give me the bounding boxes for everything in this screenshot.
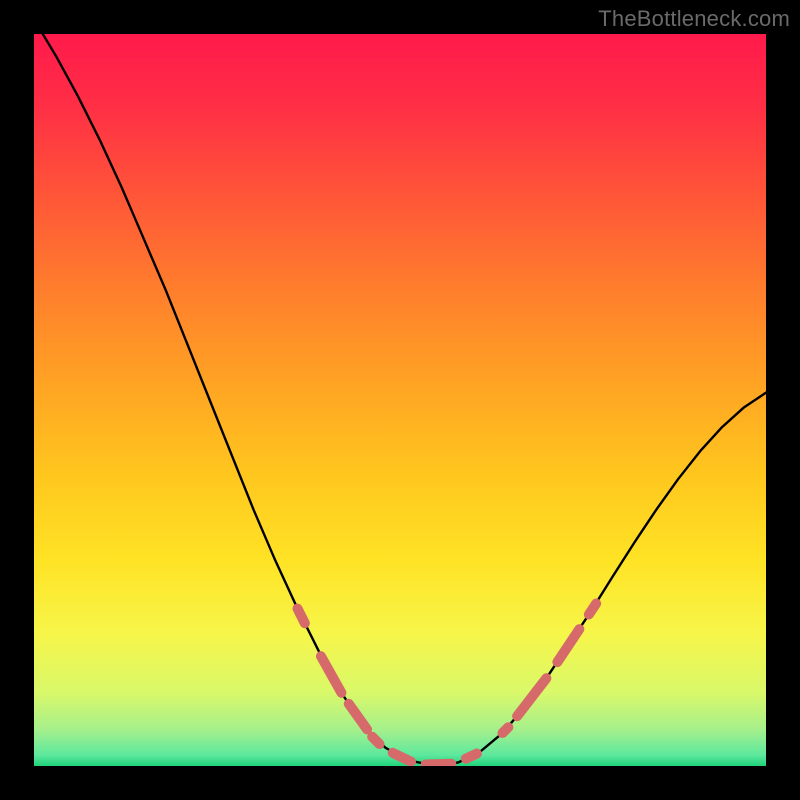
dash-segment (349, 704, 367, 730)
dash-segment (321, 656, 342, 693)
dash-segment (298, 609, 305, 624)
plot-area (34, 34, 766, 766)
dash-segment (589, 604, 596, 615)
dash-segment (393, 753, 411, 762)
chart-overlay-svg (34, 34, 766, 766)
dash-segment (557, 629, 579, 662)
dash-segment (517, 678, 546, 716)
dash-segment (372, 737, 379, 744)
dash-segment (466, 754, 477, 759)
chart-stage: TheBottleneck.com (0, 0, 800, 800)
bottleneck-curve (34, 34, 766, 766)
curve-dash-markers (298, 604, 597, 765)
dash-segment (426, 764, 452, 765)
dash-segment (502, 727, 508, 733)
watermark-text: TheBottleneck.com (598, 6, 790, 32)
